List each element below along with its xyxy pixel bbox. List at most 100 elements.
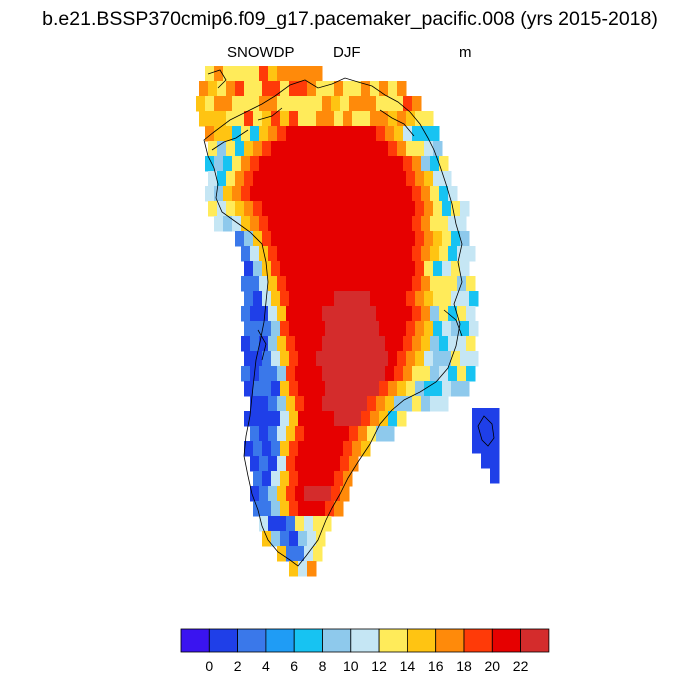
map-cell — [430, 126, 440, 142]
map-cell — [214, 186, 224, 202]
map-cell — [232, 66, 242, 82]
map-cell — [388, 381, 398, 397]
map-cell — [325, 471, 335, 487]
map-cell — [286, 186, 296, 202]
map-cell — [271, 321, 281, 337]
map-cell — [388, 291, 398, 307]
map-cell — [352, 81, 362, 97]
map-cell — [421, 336, 431, 352]
map-cell — [334, 381, 344, 397]
map-cell — [304, 126, 314, 142]
colorbar-box — [491, 628, 521, 653]
map-cell — [304, 246, 314, 262]
map-cell — [334, 291, 344, 307]
map-cell — [304, 456, 314, 472]
map-cell — [298, 141, 308, 157]
map-cell — [322, 156, 332, 172]
map-cell — [313, 426, 323, 442]
map-cell — [250, 306, 260, 322]
map-cell — [448, 246, 458, 262]
map-cell — [394, 336, 404, 352]
map-cell — [289, 531, 299, 547]
map-cell — [259, 366, 269, 382]
map-cell — [340, 486, 350, 502]
map-cell — [280, 321, 290, 337]
map-cell — [358, 96, 368, 112]
map-cell — [241, 66, 251, 82]
map-cell — [268, 306, 278, 322]
colorbar-box — [322, 628, 352, 653]
map-cell — [343, 231, 353, 247]
map-cell — [295, 276, 305, 292]
map-cell — [250, 396, 260, 412]
map-cell — [457, 336, 467, 352]
map-cell — [289, 381, 299, 397]
map-cell — [316, 201, 326, 217]
map-cell — [460, 231, 470, 247]
map-cell — [298, 231, 308, 247]
map-cell — [250, 276, 260, 292]
map-cell — [433, 171, 443, 187]
map-cell — [439, 246, 449, 262]
map-cell — [343, 201, 353, 217]
map-cell — [412, 126, 422, 142]
map-cell — [421, 396, 431, 412]
colorbar-tick-label: 6 — [290, 658, 298, 674]
map-cell — [304, 516, 314, 532]
map-cell — [223, 186, 233, 202]
map-cell — [268, 456, 278, 472]
map-cell — [439, 216, 449, 232]
map-cell — [277, 546, 287, 562]
map-cell — [361, 411, 371, 427]
map-cell — [259, 186, 269, 202]
map-cell — [334, 351, 344, 367]
map-cell — [397, 201, 407, 217]
map-cell — [289, 201, 299, 217]
map-cell — [367, 366, 377, 382]
map-cell — [331, 366, 341, 382]
map-cell — [289, 411, 299, 427]
map-cell — [358, 126, 368, 142]
map-cell — [295, 126, 305, 142]
map-cell — [322, 486, 332, 502]
map-cell — [277, 396, 287, 412]
map-cell — [298, 111, 308, 127]
map-cell — [280, 291, 290, 307]
map-cell — [394, 276, 404, 292]
map-cell — [313, 96, 323, 112]
map-cell — [223, 156, 233, 172]
map-cell — [421, 306, 431, 322]
map-cell — [433, 321, 443, 337]
map-cell — [313, 336, 323, 352]
map-cell — [340, 216, 350, 232]
map-cell — [271, 261, 281, 277]
map-cell — [490, 438, 500, 454]
map-cell — [244, 321, 254, 337]
map-cell — [205, 186, 215, 202]
map-cell — [226, 141, 236, 157]
map-cell — [349, 156, 359, 172]
map-cell — [439, 336, 449, 352]
map-cell — [313, 156, 323, 172]
map-cell — [214, 126, 224, 142]
map-cell — [280, 471, 290, 487]
map-cell — [325, 291, 335, 307]
map-cell — [271, 531, 281, 547]
colorbar-tick-label: 18 — [456, 658, 472, 674]
map-cell — [349, 96, 359, 112]
map-cell — [280, 531, 290, 547]
map-cell — [304, 306, 314, 322]
coastline — [203, 69, 495, 567]
map-cell — [313, 126, 323, 142]
map-cell — [385, 426, 395, 442]
map-cell — [289, 81, 299, 97]
map-cell — [340, 396, 350, 412]
map-cell — [298, 381, 308, 397]
map-cell — [331, 456, 341, 472]
map-cell — [415, 291, 425, 307]
map-cell — [325, 201, 335, 217]
map-cell — [316, 381, 326, 397]
map-cell — [253, 411, 263, 427]
